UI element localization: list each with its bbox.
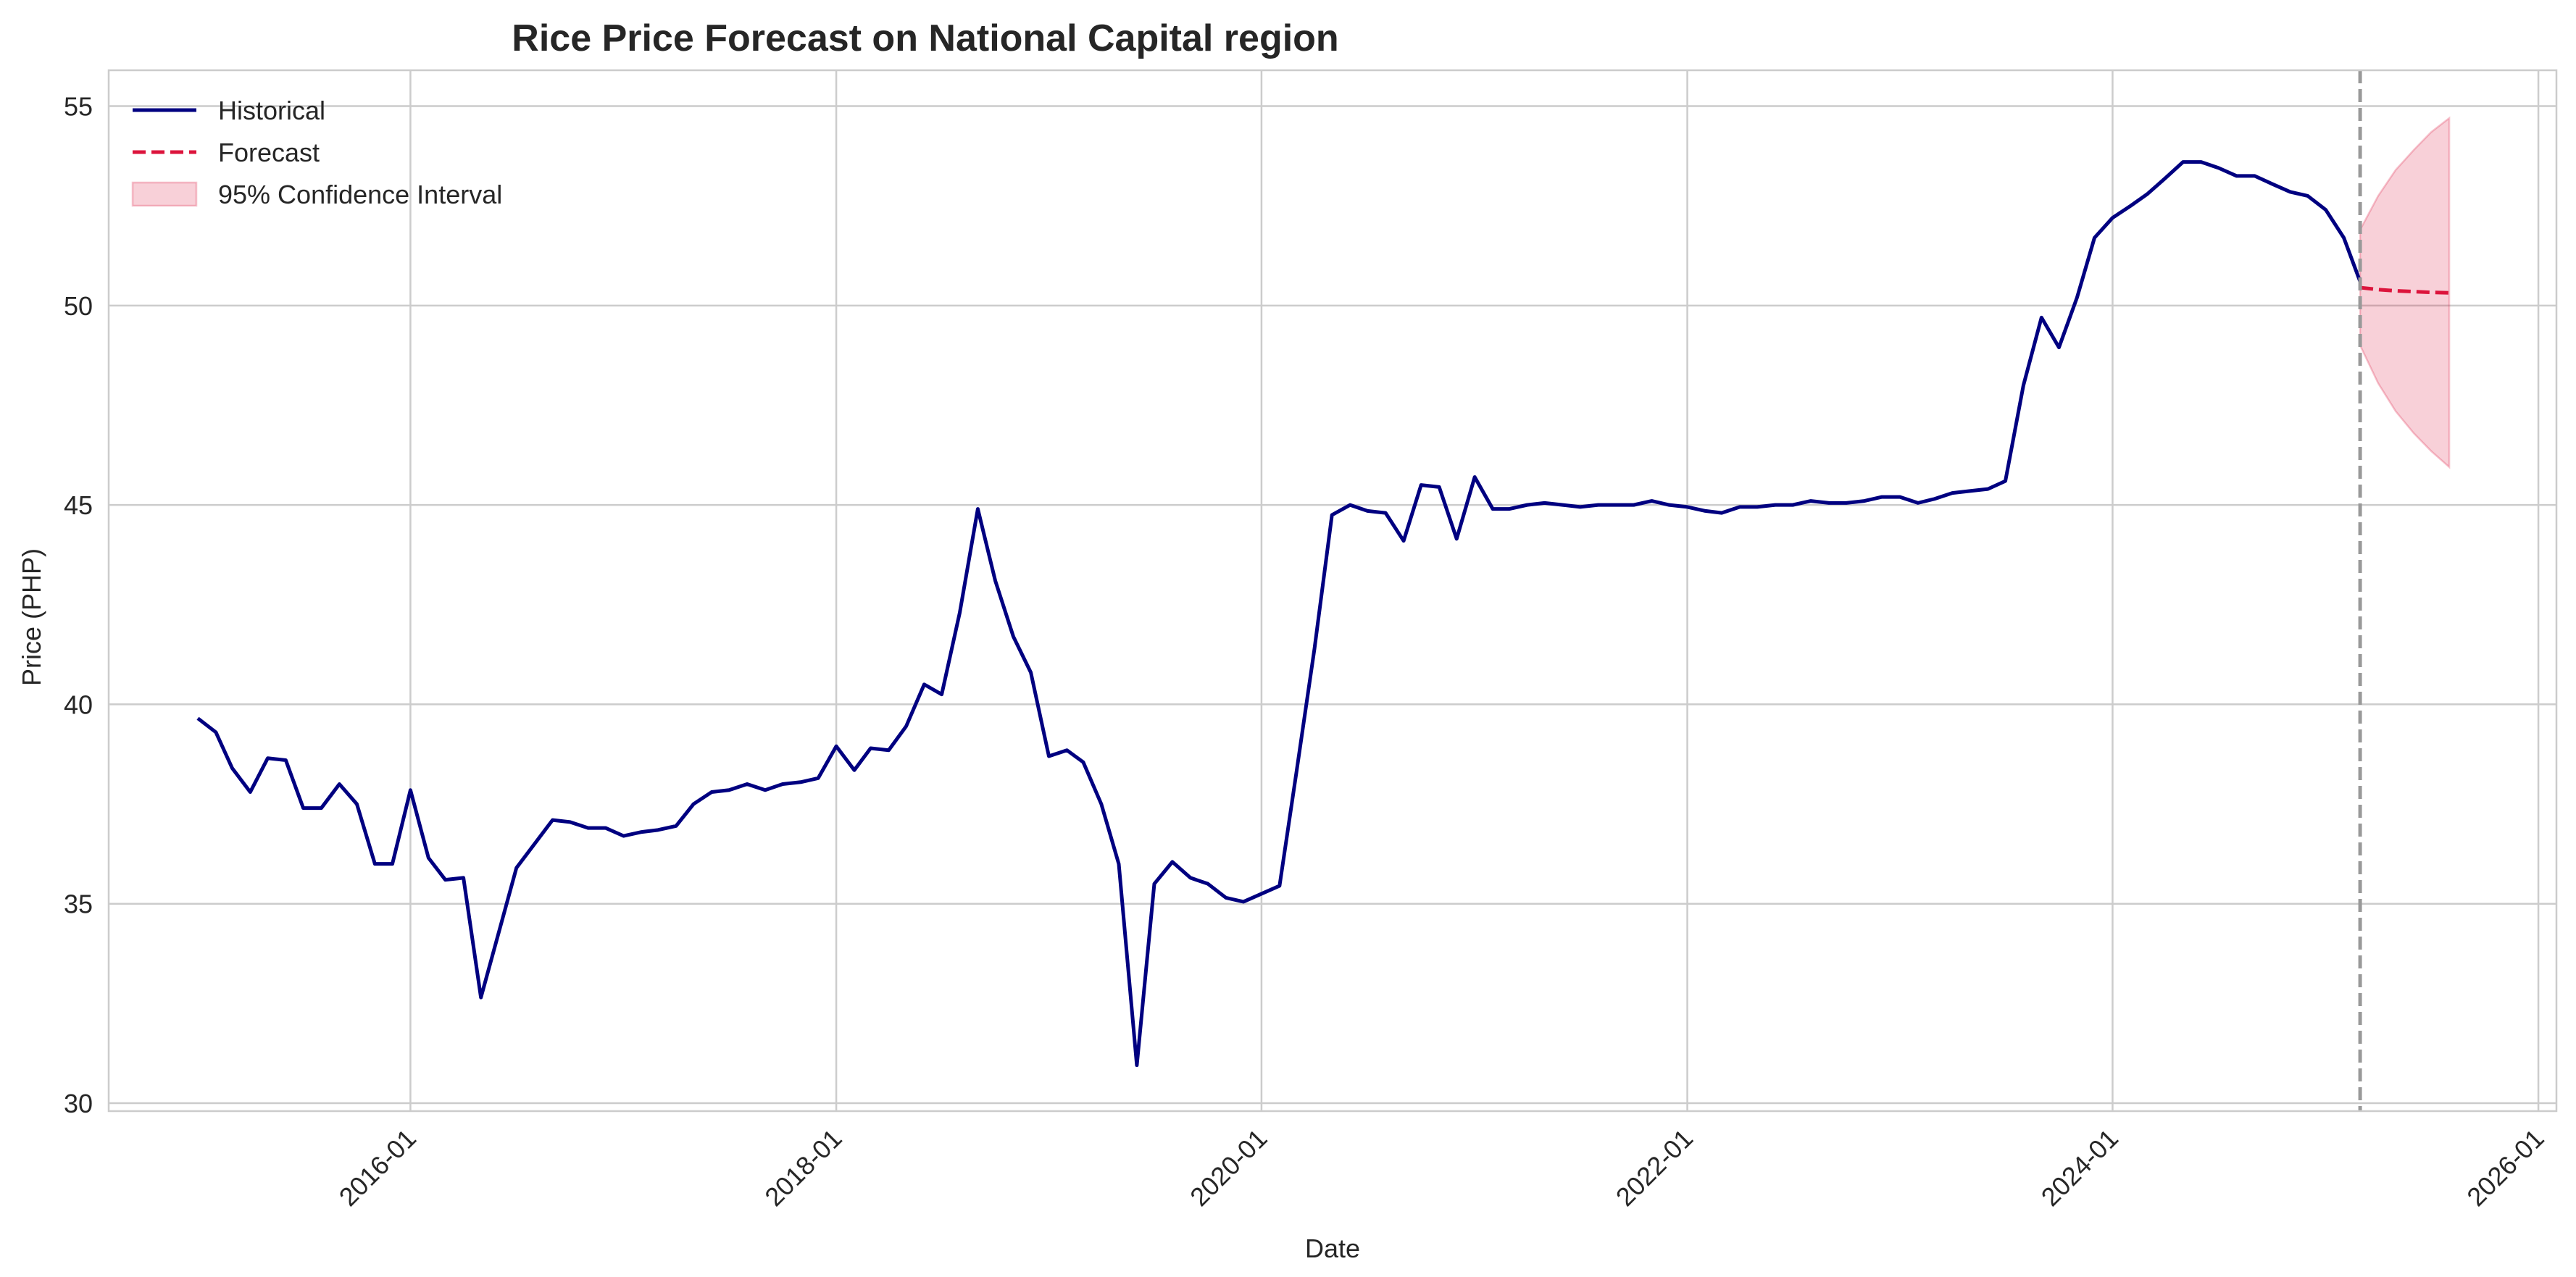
grid: [109, 70, 2556, 1111]
y-tick-label: 30: [64, 1089, 93, 1118]
y-tick-label: 45: [64, 490, 93, 520]
x-axis-label: Date: [1305, 1234, 1360, 1263]
historical-line: [196, 160, 2362, 1068]
series-layer: [196, 70, 2450, 1111]
chart-title: Rice Price Forecast on National Capital …: [512, 17, 1338, 59]
y-tick-label: 55: [64, 92, 93, 122]
legend-historical-label: Historical: [218, 96, 325, 125]
plot-area-border: [107, 69, 2558, 1113]
legend: Historical Forecast 95% Confidence Interva…: [131, 96, 502, 209]
forecast-line: [2359, 285, 2450, 295]
legend-confidence-swatch: [131, 181, 198, 207]
legend-forecast-label: Forecast: [218, 138, 320, 167]
legend-confidence-label: 95% Confidence Interval: [218, 180, 502, 209]
y-tick-label: 35: [64, 889, 93, 919]
y-tick-label: 50: [64, 291, 93, 321]
y-tick-label: 40: [64, 690, 93, 719]
y-axis-label: Price (PHP): [17, 548, 46, 686]
plot-frame: [107, 69, 2558, 1113]
